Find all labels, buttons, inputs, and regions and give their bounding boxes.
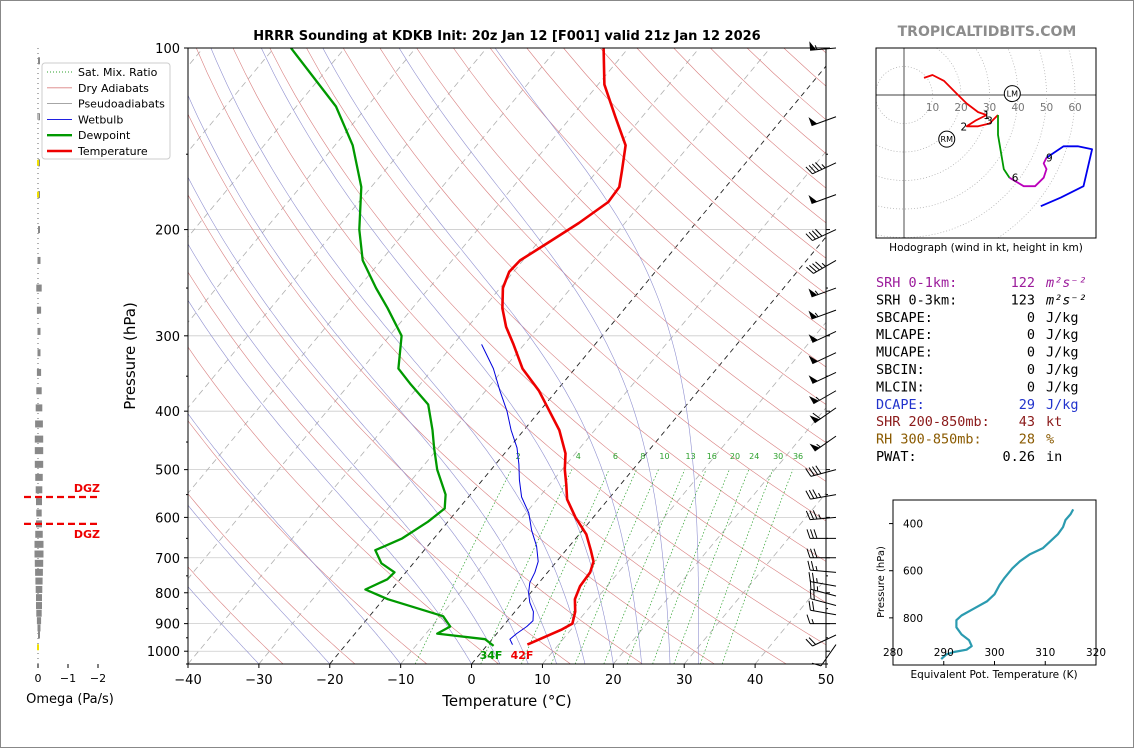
figure-frame	[0, 0, 1134, 748]
